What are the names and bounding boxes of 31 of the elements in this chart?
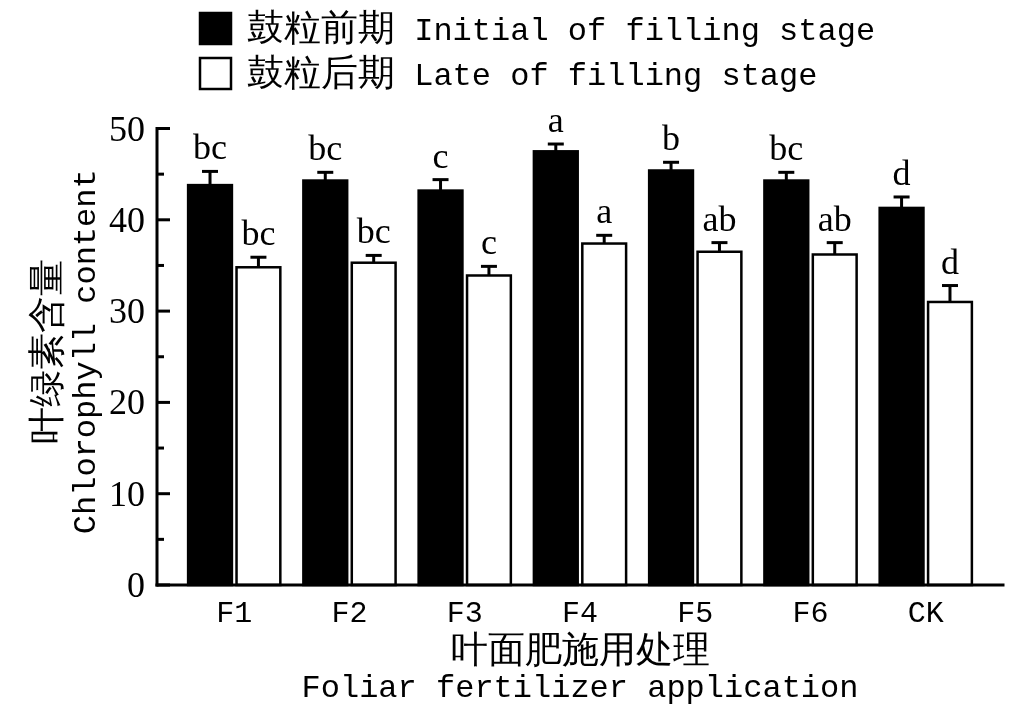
data-label: bc — [356, 211, 391, 252]
data-label: a — [547, 100, 564, 141]
data-label: d — [940, 241, 959, 282]
data-label: bc — [769, 128, 804, 169]
y-tick-label: 0 — [127, 565, 145, 605]
data-label: c — [480, 222, 497, 263]
data-label: ab — [702, 198, 737, 239]
legend-label: 鼓粒前期 Initial of filling stage — [247, 9, 876, 51]
x-tick-label: F5 — [677, 597, 714, 631]
y-tick-label: 40 — [109, 199, 145, 240]
data-label: a — [596, 191, 613, 232]
y-tick-label: 10 — [109, 473, 145, 514]
x-tick-label: F3 — [446, 597, 483, 631]
x-axis-title: 叶面肥施用处理 Foliar fertilizer application — [301, 631, 859, 707]
x-tick-label: CK — [907, 597, 944, 631]
x-tick-label: F1 — [216, 597, 253, 631]
x-tick-label: F4 — [561, 597, 599, 631]
data-label: bc — [308, 128, 343, 169]
x-tick-label: F2 — [331, 597, 368, 631]
data-label: b — [662, 118, 681, 159]
legend-label: 鼓粒后期 Late of filling stage — [247, 54, 818, 96]
y-tick-label: 30 — [109, 291, 145, 332]
data-label: c — [432, 135, 449, 176]
x-tick-label: F6 — [792, 597, 829, 631]
data-label: bc — [241, 213, 276, 254]
data-label: d — [892, 152, 911, 193]
data-label: ab — [817, 198, 852, 239]
y-axis-title: 叶绿素含量 Chlorophyll content — [28, 169, 105, 535]
data-label: bc — [193, 127, 228, 168]
y-tick-label: 50 — [109, 108, 145, 149]
y-tick-label: 20 — [109, 382, 145, 423]
